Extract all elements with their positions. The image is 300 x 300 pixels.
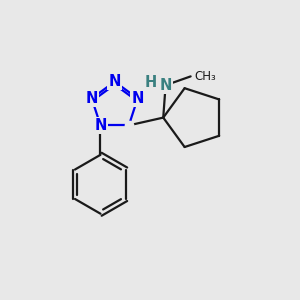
Text: N: N	[131, 91, 144, 106]
Text: CH₃: CH₃	[194, 70, 216, 83]
Text: N: N	[109, 74, 121, 89]
Text: N: N	[94, 118, 107, 133]
Text: N: N	[159, 78, 172, 93]
Text: N: N	[85, 91, 98, 106]
Text: H: H	[144, 75, 156, 90]
